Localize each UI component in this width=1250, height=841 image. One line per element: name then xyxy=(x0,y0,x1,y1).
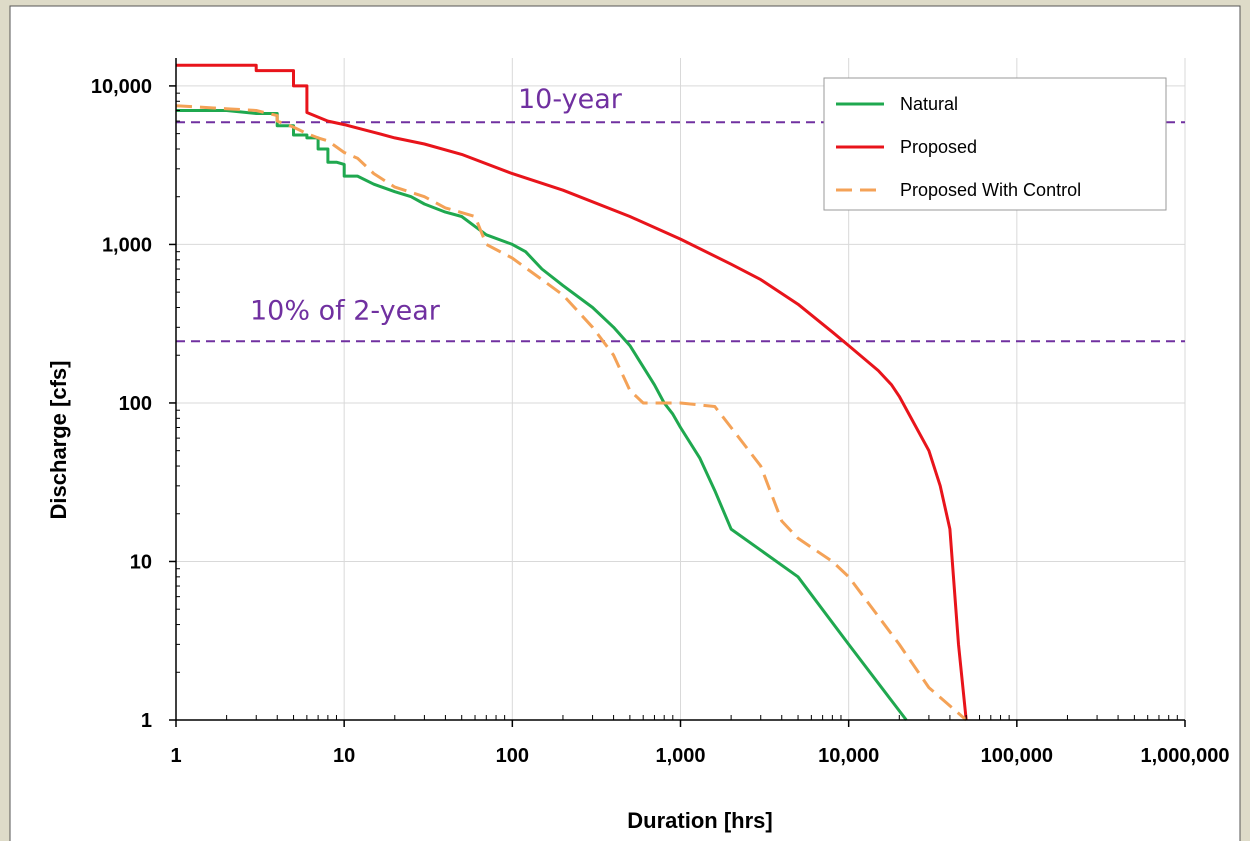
y-axis-title: Discharge [cfs] xyxy=(46,361,71,520)
legend-box xyxy=(823,77,1167,211)
series-line xyxy=(176,63,968,721)
x-tick-label: 100 xyxy=(496,745,529,767)
series-line xyxy=(176,109,908,721)
legend-label: Proposed With Control xyxy=(900,180,1081,200)
x-tick-label: 1 xyxy=(170,745,181,767)
x-tick-label: 1,000 xyxy=(655,745,705,767)
y-tick-label: 10 xyxy=(130,551,152,573)
legend-label: Proposed xyxy=(900,137,977,157)
reference-line-label: 10-year xyxy=(518,84,623,115)
y-tick-label: 1 xyxy=(141,710,152,732)
legend-label: Natural xyxy=(900,94,958,114)
x-axis-title: Duration [hrs] xyxy=(627,808,772,833)
axes: 1 10 100 1,000 10,000 100,000 1,000,000 1 10 100 1… xyxy=(91,58,1230,767)
series-line xyxy=(175,104,968,722)
x-tick-label: 10,000 xyxy=(818,745,879,767)
y-tick-label: 10,000 xyxy=(91,76,152,98)
series-group xyxy=(175,63,968,722)
x-tick-label: 1,000,000 xyxy=(1141,745,1230,767)
legend: Natural Proposed Proposed With Control xyxy=(823,77,1167,211)
x-tick-label: 10 xyxy=(333,745,355,767)
x-tick-label: 100,000 xyxy=(981,745,1053,767)
y-tick-label: 1,000 xyxy=(102,234,152,256)
y-tick-label: 100 xyxy=(119,393,152,415)
reference-line-label: 10% of 2-year xyxy=(250,295,441,326)
reference-lines: 10-year 10% of 2-year xyxy=(176,84,1185,343)
